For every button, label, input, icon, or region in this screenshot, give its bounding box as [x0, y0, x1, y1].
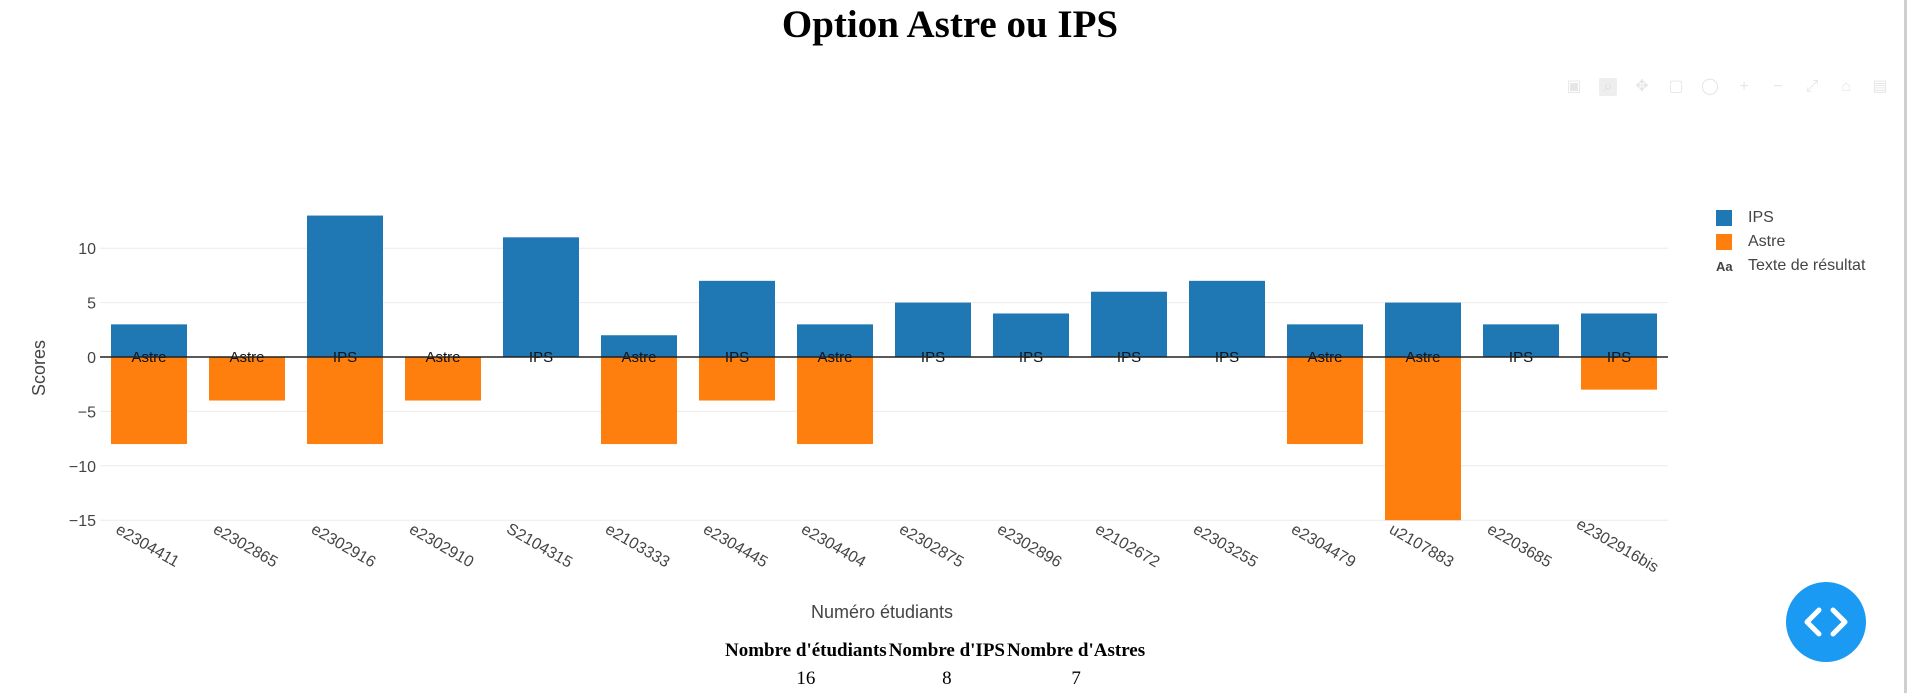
bar-astre-e2302916[interactable] [307, 357, 383, 445]
bar-ips-e2303255[interactable] [1189, 280, 1265, 357]
bar-ips-e2304479[interactable] [1287, 324, 1363, 357]
x-tick-label: S2104315 [503, 520, 575, 571]
bar-astre-e2304404[interactable] [797, 357, 873, 445]
bar-ips-e2302916bis[interactable] [1581, 313, 1657, 357]
y-tick-label: −15 [69, 513, 96, 530]
y-tick-label: −5 [78, 404, 96, 421]
bar-ips-e2302916[interactable] [307, 215, 383, 357]
bar-ips-e2103333[interactable] [601, 335, 677, 357]
reset-axes-icon[interactable]: ⌂ [1841, 78, 1851, 95]
legend-item-ips[interactable]: IPS [1716, 206, 1865, 230]
bar-ips-e2302875[interactable] [895, 302, 971, 357]
x-tick-label: e2304404 [798, 521, 868, 571]
x-tick-label: e2103333 [602, 521, 672, 571]
lasso-icon[interactable]: ◯ [1701, 78, 1719, 95]
bar-astre-e2302865[interactable] [209, 357, 285, 401]
bar-ips-e2304411[interactable] [111, 324, 187, 357]
bar-ips-e2304445[interactable] [699, 280, 775, 357]
y-axis-title: Scores [29, 340, 49, 396]
bar-ips-e2102672[interactable] [1091, 291, 1167, 357]
bar-astre-u2107883[interactable] [1385, 357, 1461, 521]
x-tick-label: e2304445 [700, 521, 770, 571]
camera-icon[interactable]: ▣ [1566, 78, 1582, 95]
legend-item-astre[interactable]: Astre [1716, 230, 1865, 254]
code-toggle-button[interactable] [1786, 582, 1866, 662]
y-tick-label: 0 [87, 350, 96, 367]
stats-header-students: Nombre d'étudiants [725, 640, 887, 661]
page-border [1904, 0, 1907, 693]
x-tick-label: e2302910 [406, 521, 476, 571]
y-tick-label: 5 [87, 296, 96, 313]
bar-ips-u2107883[interactable] [1385, 302, 1461, 357]
bar-ips-e2203685[interactable] [1483, 324, 1559, 357]
zoom-out-icon[interactable]: − [1773, 78, 1783, 95]
autoscale-icon[interactable]: ⤢ [1805, 78, 1819, 95]
x-tick-label: e2302896 [994, 521, 1064, 571]
bar-ips-e2304404[interactable] [797, 324, 873, 357]
bar-ips-e2302896[interactable] [993, 313, 1069, 357]
x-tick-label: e2302875 [896, 521, 966, 571]
stats-header-ips: Nombre d'IPS [888, 640, 1006, 661]
legend-swatch-ips [1716, 210, 1732, 226]
x-tick-label: e2102672 [1092, 521, 1162, 571]
code-icon [1804, 607, 1848, 637]
pan-icon[interactable]: ✥ [1635, 78, 1649, 95]
x-tick-label: e2304479 [1288, 521, 1358, 571]
x-tick-label: e2302916 [308, 521, 378, 571]
box-select-icon[interactable]: ▢ [1668, 78, 1684, 95]
zoom-icon[interactable]: ⌕ [1599, 78, 1617, 96]
legend-swatch-astre [1716, 234, 1732, 250]
bar-astre-e2302916bis[interactable] [1581, 357, 1657, 390]
legend-item-result-text[interactable]: Aa Texte de résultat [1716, 254, 1865, 278]
bar-astre-e2302910[interactable] [405, 357, 481, 401]
bar-ips-S2104315[interactable] [503, 237, 579, 357]
legend-label-result-text: Texte de résultat [1748, 257, 1866, 274]
chart-modebar[interactable]: ▣ ⌕ ✥ ▢ ◯ + − ⤢ ⌂ ▤ [1565, 78, 1889, 96]
chart-legend[interactable]: IPS Astre Aa Texte de résultat [1716, 206, 1865, 278]
text-trace-icon: Aa [1716, 258, 1733, 274]
bar-astre-e2304411[interactable] [111, 357, 187, 445]
plotly-logo-icon[interactable]: ▤ [1872, 78, 1888, 95]
y-tick-label: −10 [69, 459, 96, 476]
stats-value-students: 16 [796, 668, 816, 689]
legend-label-ips: IPS [1748, 209, 1774, 226]
x-tick-label: e2302916bis [1573, 516, 1661, 577]
y-tick-label: 10 [78, 241, 96, 258]
x-tick-label: u2107883 [1386, 521, 1456, 571]
bar-astre-e2304479[interactable] [1287, 357, 1363, 445]
legend-label-astre: Astre [1748, 233, 1786, 250]
stats-value-astre: 7 [1071, 668, 1081, 689]
x-tick-label: e2203685 [1484, 521, 1554, 571]
stats-value-ips: 8 [942, 668, 952, 689]
x-axis-title: Numéro étudiants [811, 602, 953, 622]
x-tick-label: e2302865 [210, 521, 280, 571]
stats-table: Nombre d'étudiants Nombre d'IPS Nombre d… [724, 640, 1146, 691]
bar-astre-e2304445[interactable] [699, 357, 775, 401]
stats-header-astre: Nombre d'Astres [1007, 640, 1146, 661]
x-tick-label: e2304411 [113, 521, 182, 571]
zoom-in-icon[interactable]: + [1739, 78, 1749, 95]
bar-astre-e2103333[interactable] [601, 357, 677, 445]
x-tick-label: e2303255 [1190, 521, 1260, 571]
page-title: Option Astre ou IPS [781, 3, 1119, 46]
